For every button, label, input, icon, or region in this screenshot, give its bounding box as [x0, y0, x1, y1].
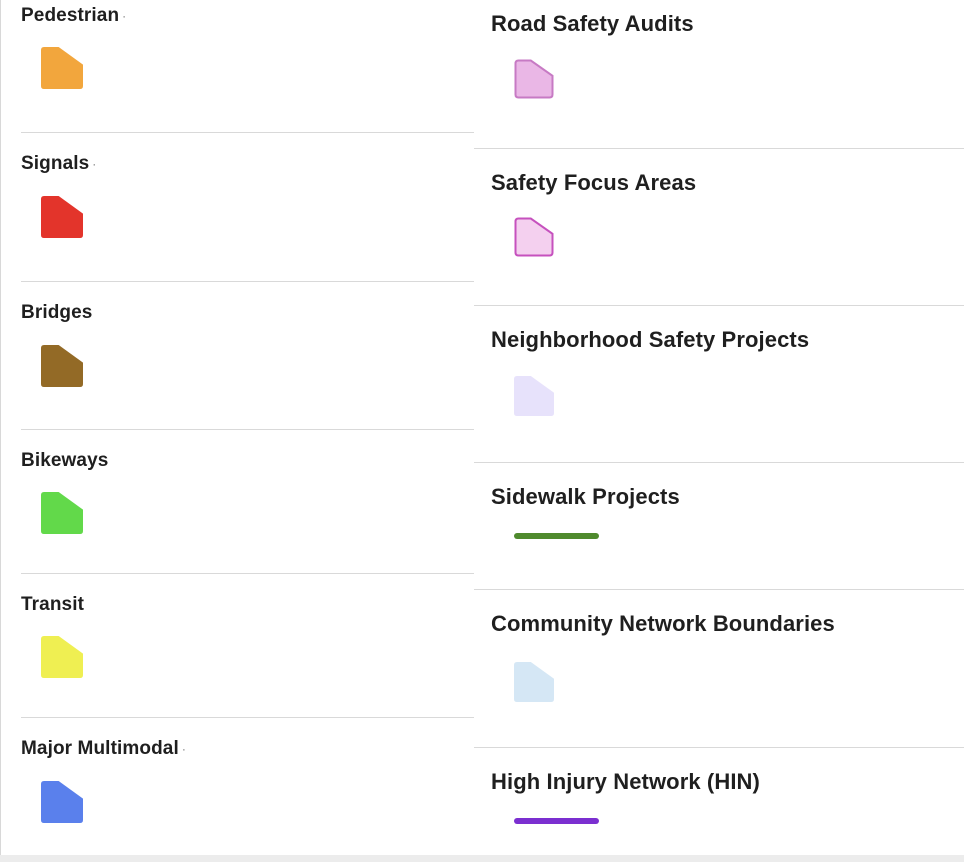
polygon-shape	[41, 47, 83, 89]
more-indicator-dot: ·	[122, 8, 127, 23]
polygon-symbol	[41, 47, 83, 89]
panel-left-border	[0, 0, 1, 862]
line-swatch-sidewalk-projects	[514, 533, 599, 539]
divider	[474, 589, 964, 590]
divider	[21, 573, 474, 574]
polygon-shape	[514, 376, 554, 416]
polygon-shape	[41, 636, 83, 678]
legend-label-sidewalk-projects: Sidewalk Projects	[491, 484, 680, 509]
polygon-symbol	[41, 345, 83, 387]
legend-label-bikeways: Bikeways	[21, 450, 109, 471]
polygon-swatch-neighborhood-safety-projects	[514, 376, 554, 416]
polygon-swatch-road-safety-audits	[514, 59, 554, 99]
more-indicator-dot: ·	[181, 741, 186, 756]
legend-item-bridges: Bridges	[0, 282, 474, 429]
polygon-symbol	[514, 662, 554, 702]
legend-item-road-safety-audits: Road Safety Audits	[474, 0, 964, 148]
polygon-shape	[41, 345, 83, 387]
more-indicator-dot: ·	[92, 156, 97, 171]
bottom-edge	[0, 855, 964, 862]
legend-item-bikeways: Bikeways	[0, 430, 474, 573]
legend-item-neighborhood-safety-projects: Neighborhood Safety Projects	[474, 306, 964, 462]
polygon-swatch-community-network-boundaries	[514, 662, 554, 702]
polygon-shape	[41, 492, 83, 534]
polygon-shape	[514, 217, 554, 257]
legend-label-high-injury-network: High Injury Network (HIN)	[491, 769, 760, 794]
legend-label-safety-focus-areas: Safety Focus Areas	[491, 170, 697, 195]
polygon-swatch-safety-focus-areas	[514, 217, 554, 257]
legend-item-signals: Signals ·	[0, 133, 474, 281]
polygon-swatch-major-multimodal	[41, 781, 83, 823]
divider	[474, 747, 964, 748]
polygon-swatch-bridges	[41, 345, 83, 387]
legend-label-pedestrian: Pedestrian	[21, 5, 120, 26]
legend-item-safety-focus-areas: Safety Focus Areas	[474, 149, 964, 305]
divider	[474, 148, 964, 149]
polygon-shape	[41, 196, 83, 238]
polygon-symbol	[514, 217, 554, 257]
legend-label-bridges: Bridges	[21, 302, 93, 323]
legend-item-community-network-boundaries: Community Network Boundaries	[474, 590, 964, 747]
divider	[21, 132, 474, 133]
polygon-symbol	[41, 492, 83, 534]
legend-label-signals: Signals	[21, 153, 90, 174]
divider	[474, 462, 964, 463]
polygon-shape	[514, 662, 554, 702]
legend-item-pedestrian: Pedestrian ·	[0, 0, 474, 132]
legend-item-high-injury-network: High Injury Network (HIN)	[474, 748, 964, 855]
legend-label-community-network-boundaries: Community Network Boundaries	[491, 611, 835, 636]
legend-item-transit: Transit	[0, 574, 474, 717]
line-swatch-high-injury-network	[514, 818, 599, 824]
polygon-swatch-pedestrian	[41, 47, 83, 89]
polygon-symbol	[514, 59, 554, 99]
polygon-symbol	[514, 376, 554, 416]
divider	[474, 305, 964, 306]
polygon-symbol	[41, 636, 83, 678]
legend-label-major-multimodal: Major Multimodal	[21, 738, 179, 759]
legend-label-neighborhood-safety-projects: Neighborhood Safety Projects	[491, 327, 810, 352]
polygon-shape	[514, 59, 554, 99]
polygon-swatch-bikeways	[41, 492, 83, 534]
polygon-symbol	[41, 196, 83, 238]
legend-item-sidewalk-projects: Sidewalk Projects	[474, 463, 964, 589]
legend-label-road-safety-audits: Road Safety Audits	[491, 11, 694, 36]
divider	[21, 717, 474, 718]
divider	[21, 281, 474, 282]
divider	[21, 429, 474, 430]
legend-label-transit: Transit	[21, 594, 84, 615]
polygon-symbol	[41, 781, 83, 823]
polygon-swatch-transit	[41, 636, 83, 678]
polygon-shape	[41, 781, 83, 823]
legend-item-major-multimodal: Major Multimodal ·	[0, 718, 474, 855]
polygon-swatch-signals	[41, 196, 83, 238]
